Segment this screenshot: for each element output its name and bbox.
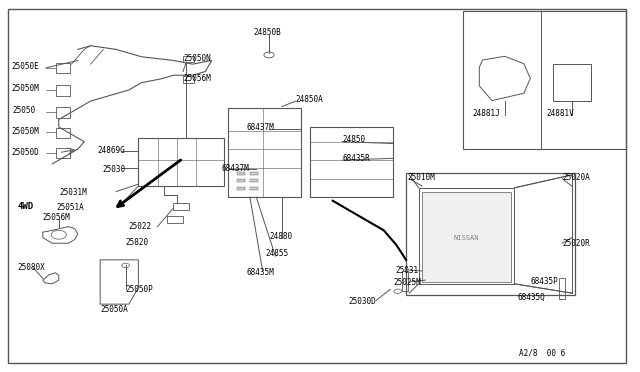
Bar [250,172,257,175]
Bar [237,179,245,182]
Text: 68437M: 68437M [221,164,249,173]
Text: 25025M: 25025M [394,278,421,287]
Text: 25056M: 25056M [183,74,211,83]
Text: 25030D: 25030D [349,297,376,306]
Bar [419,188,515,284]
Bar [56,85,70,96]
Text: 25022: 25022 [129,222,152,231]
Text: 25050M: 25050M [11,127,38,136]
Text: 24869G: 24869G [98,146,125,155]
Bar [250,179,257,182]
Text: 25050M: 25050M [11,84,38,93]
Text: 25030: 25030 [102,165,125,174]
Bar [183,56,195,62]
Bar [310,127,394,197]
Bar [559,278,565,299]
Text: 25050D: 25050D [11,148,38,157]
Text: 68435Q: 68435Q [518,294,545,302]
Text: 25050: 25050 [13,106,36,115]
Text: 25050N: 25050N [183,54,211,63]
Text: 25820: 25820 [125,238,148,247]
Text: A2/8  00 6: A2/8 00 6 [519,349,565,358]
Bar [401,271,408,291]
Text: 25050P: 25050P [125,285,154,294]
Text: 25020A: 25020A [562,173,590,182]
Text: 24850B: 24850B [253,28,281,36]
Bar [56,108,70,118]
Text: 25051A: 25051A [56,202,84,212]
Text: 24881V: 24881V [547,109,574,118]
Bar [173,203,189,210]
Bar [56,128,70,138]
Text: NISSAN: NISSAN [454,235,479,241]
Text: 68435P: 68435P [531,277,558,286]
Text: 68437M: 68437M [246,123,275,132]
Text: 25050A: 25050A [100,305,128,314]
Bar [183,76,195,83]
Bar [56,148,70,158]
Text: 24850: 24850 [342,135,365,144]
Bar [250,187,257,190]
Text: 25031M: 25031M [60,188,88,197]
Text: 25020R: 25020R [562,239,590,248]
Text: 24881J: 24881J [473,109,500,118]
Bar [56,63,70,73]
Text: 24850A: 24850A [296,95,324,104]
Text: 68435R: 68435R [342,154,370,163]
Text: 68435M: 68435M [246,268,275,277]
Text: 24880: 24880 [269,232,292,241]
Bar [167,216,183,223]
Text: 25031: 25031 [395,266,419,275]
Bar [237,172,245,175]
Text: 25050E: 25050E [11,61,38,71]
Bar [228,109,301,197]
Text: 24855: 24855 [266,250,289,259]
Text: 4WD: 4WD [17,202,33,211]
Bar [237,187,245,190]
Bar [422,192,511,282]
Text: 25010M: 25010M [407,173,435,182]
Bar [463,11,626,149]
Bar [553,64,591,100]
Text: 25080X: 25080X [17,263,45,272]
Text: 25056M: 25056M [43,213,70,222]
